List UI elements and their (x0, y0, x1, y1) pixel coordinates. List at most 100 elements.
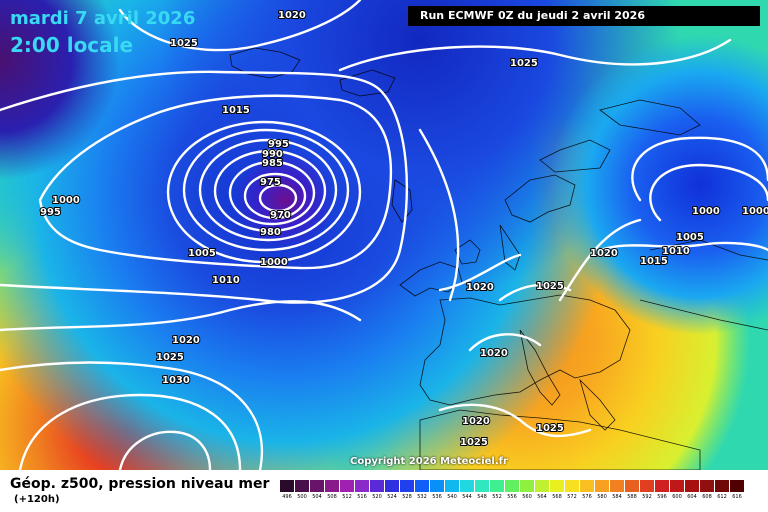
legend-swatch (460, 480, 474, 492)
legend-swatch (355, 480, 369, 492)
isobar-label: 1020 (590, 248, 618, 259)
legend-swatch (430, 480, 444, 492)
legend-label: 524 (387, 494, 397, 500)
legend-label: 528 (402, 494, 412, 500)
legend-label: 572 (567, 494, 577, 500)
isobar-label: 1000 (52, 195, 80, 206)
legend-label: 516 (357, 494, 367, 500)
isobar-label: 1025 (156, 352, 184, 363)
legend-swatch (685, 480, 699, 492)
legend-label: 568 (552, 494, 562, 500)
legend-label: 496 (282, 494, 292, 500)
legend-swatch (595, 480, 609, 492)
legend-label: 552 (492, 494, 502, 500)
map-title: Géop. z500, pression niveau mer (10, 476, 270, 492)
legend-label: 512 (342, 494, 352, 500)
legend-label: 536 (432, 494, 442, 500)
isobar-label: 1000 (260, 257, 288, 268)
isobar-label: 1010 (212, 275, 240, 286)
legend-swatch (325, 480, 339, 492)
legend-swatch (310, 480, 324, 492)
isobar-label: 1025 (536, 423, 564, 434)
isobar-label: 1000 (742, 206, 768, 217)
legend-label: 508 (327, 494, 337, 500)
legend-label: 600 (672, 494, 682, 500)
legend-swatch (280, 480, 294, 492)
legend-swatch (370, 480, 384, 492)
legend-label: 616 (732, 494, 742, 500)
copyright-notice: Copyright 2026 Meteociel.fr (350, 456, 508, 467)
isobar-label: 975 (260, 177, 281, 188)
legend-swatch (640, 480, 654, 492)
isobar-label: 1025 (460, 437, 488, 448)
legend-swatch (295, 480, 309, 492)
isobar-label: 1005 (676, 232, 704, 243)
legend-swatch (385, 480, 399, 492)
isobar-label: 1010 (662, 246, 690, 257)
isobar-label: 970 (270, 210, 291, 221)
isobar-label: 1025 (510, 58, 538, 69)
legend-label: 588 (627, 494, 637, 500)
legend-swatch (715, 480, 729, 492)
legend-swatch (655, 480, 669, 492)
legend-swatch (625, 480, 639, 492)
isobar-label: 1000 (692, 206, 720, 217)
legend-swatch (520, 480, 534, 492)
isobar-label: 1020 (480, 348, 508, 359)
isobar-label: 1020 (278, 10, 306, 21)
legend-swatch (505, 480, 519, 492)
isobars (0, 0, 768, 470)
legend-label: 612 (717, 494, 727, 500)
legend-label: 604 (687, 494, 697, 500)
legend-label: 560 (522, 494, 532, 500)
model-run-label: Run ECMWF 0Z du jeudi 2 avril 2026 (408, 6, 760, 26)
legend-swatch (565, 480, 579, 492)
isobar-label: 1015 (222, 105, 250, 116)
isobar-label: 1020 (466, 282, 494, 293)
legend-label: 556 (507, 494, 517, 500)
legend-swatch (610, 480, 624, 492)
legend-swatch (400, 480, 414, 492)
isobar-label: 990 (262, 149, 283, 160)
legend-label: 544 (462, 494, 472, 500)
isobar-label: 1030 (162, 375, 190, 386)
weather-map: 1020 1025 1015 1000 995 995 990 985 975 … (0, 0, 768, 470)
legend-swatch (535, 480, 549, 492)
legend-label: 500 (297, 494, 307, 500)
legend-label: 592 (642, 494, 652, 500)
legend-swatch (415, 480, 429, 492)
legend-label: 584 (612, 494, 622, 500)
isobar-labels: 1020 1025 1015 1000 995 995 990 985 975 … (39, 9, 768, 449)
isobar-label: 980 (260, 227, 281, 238)
isobar-label: 985 (262, 158, 283, 169)
legend-label: 540 (447, 494, 457, 500)
legend-label: 580 (597, 494, 607, 500)
legend-label: 520 (372, 494, 382, 500)
legend-swatch (700, 480, 714, 492)
legend-swatch (670, 480, 684, 492)
forecast-time: 2:00 locale (10, 33, 134, 57)
legend-label: 576 (582, 494, 592, 500)
legend-swatch (475, 480, 489, 492)
legend-label: 532 (417, 494, 427, 500)
legend-label: 608 (702, 494, 712, 500)
legend-swatch (340, 480, 354, 492)
legend-swatch (730, 480, 744, 492)
legend-label: 596 (657, 494, 667, 500)
forecast-date: mardi 7 avril 2026 (10, 8, 196, 29)
isobar-label: 1015 (640, 256, 668, 267)
isobar-label: 995 (268, 139, 289, 150)
coastlines (229, 47, 768, 470)
legend-swatch (550, 480, 564, 492)
legend-label: 564 (537, 494, 547, 500)
legend-swatch (445, 480, 459, 492)
map-footer: Géop. z500, pression niveau mer (+120h) … (0, 470, 768, 512)
isobar-label: 1020 (462, 416, 490, 427)
forecast-lead-time: (+120h) (14, 494, 60, 505)
isobar-label: 1025 (536, 281, 564, 292)
isobar-label: 1005 (188, 248, 216, 259)
legend-swatch (490, 480, 504, 492)
isobar-label: 1025 (170, 38, 198, 49)
legend-label: 548 (477, 494, 487, 500)
isobar-label: 995 (40, 207, 61, 218)
